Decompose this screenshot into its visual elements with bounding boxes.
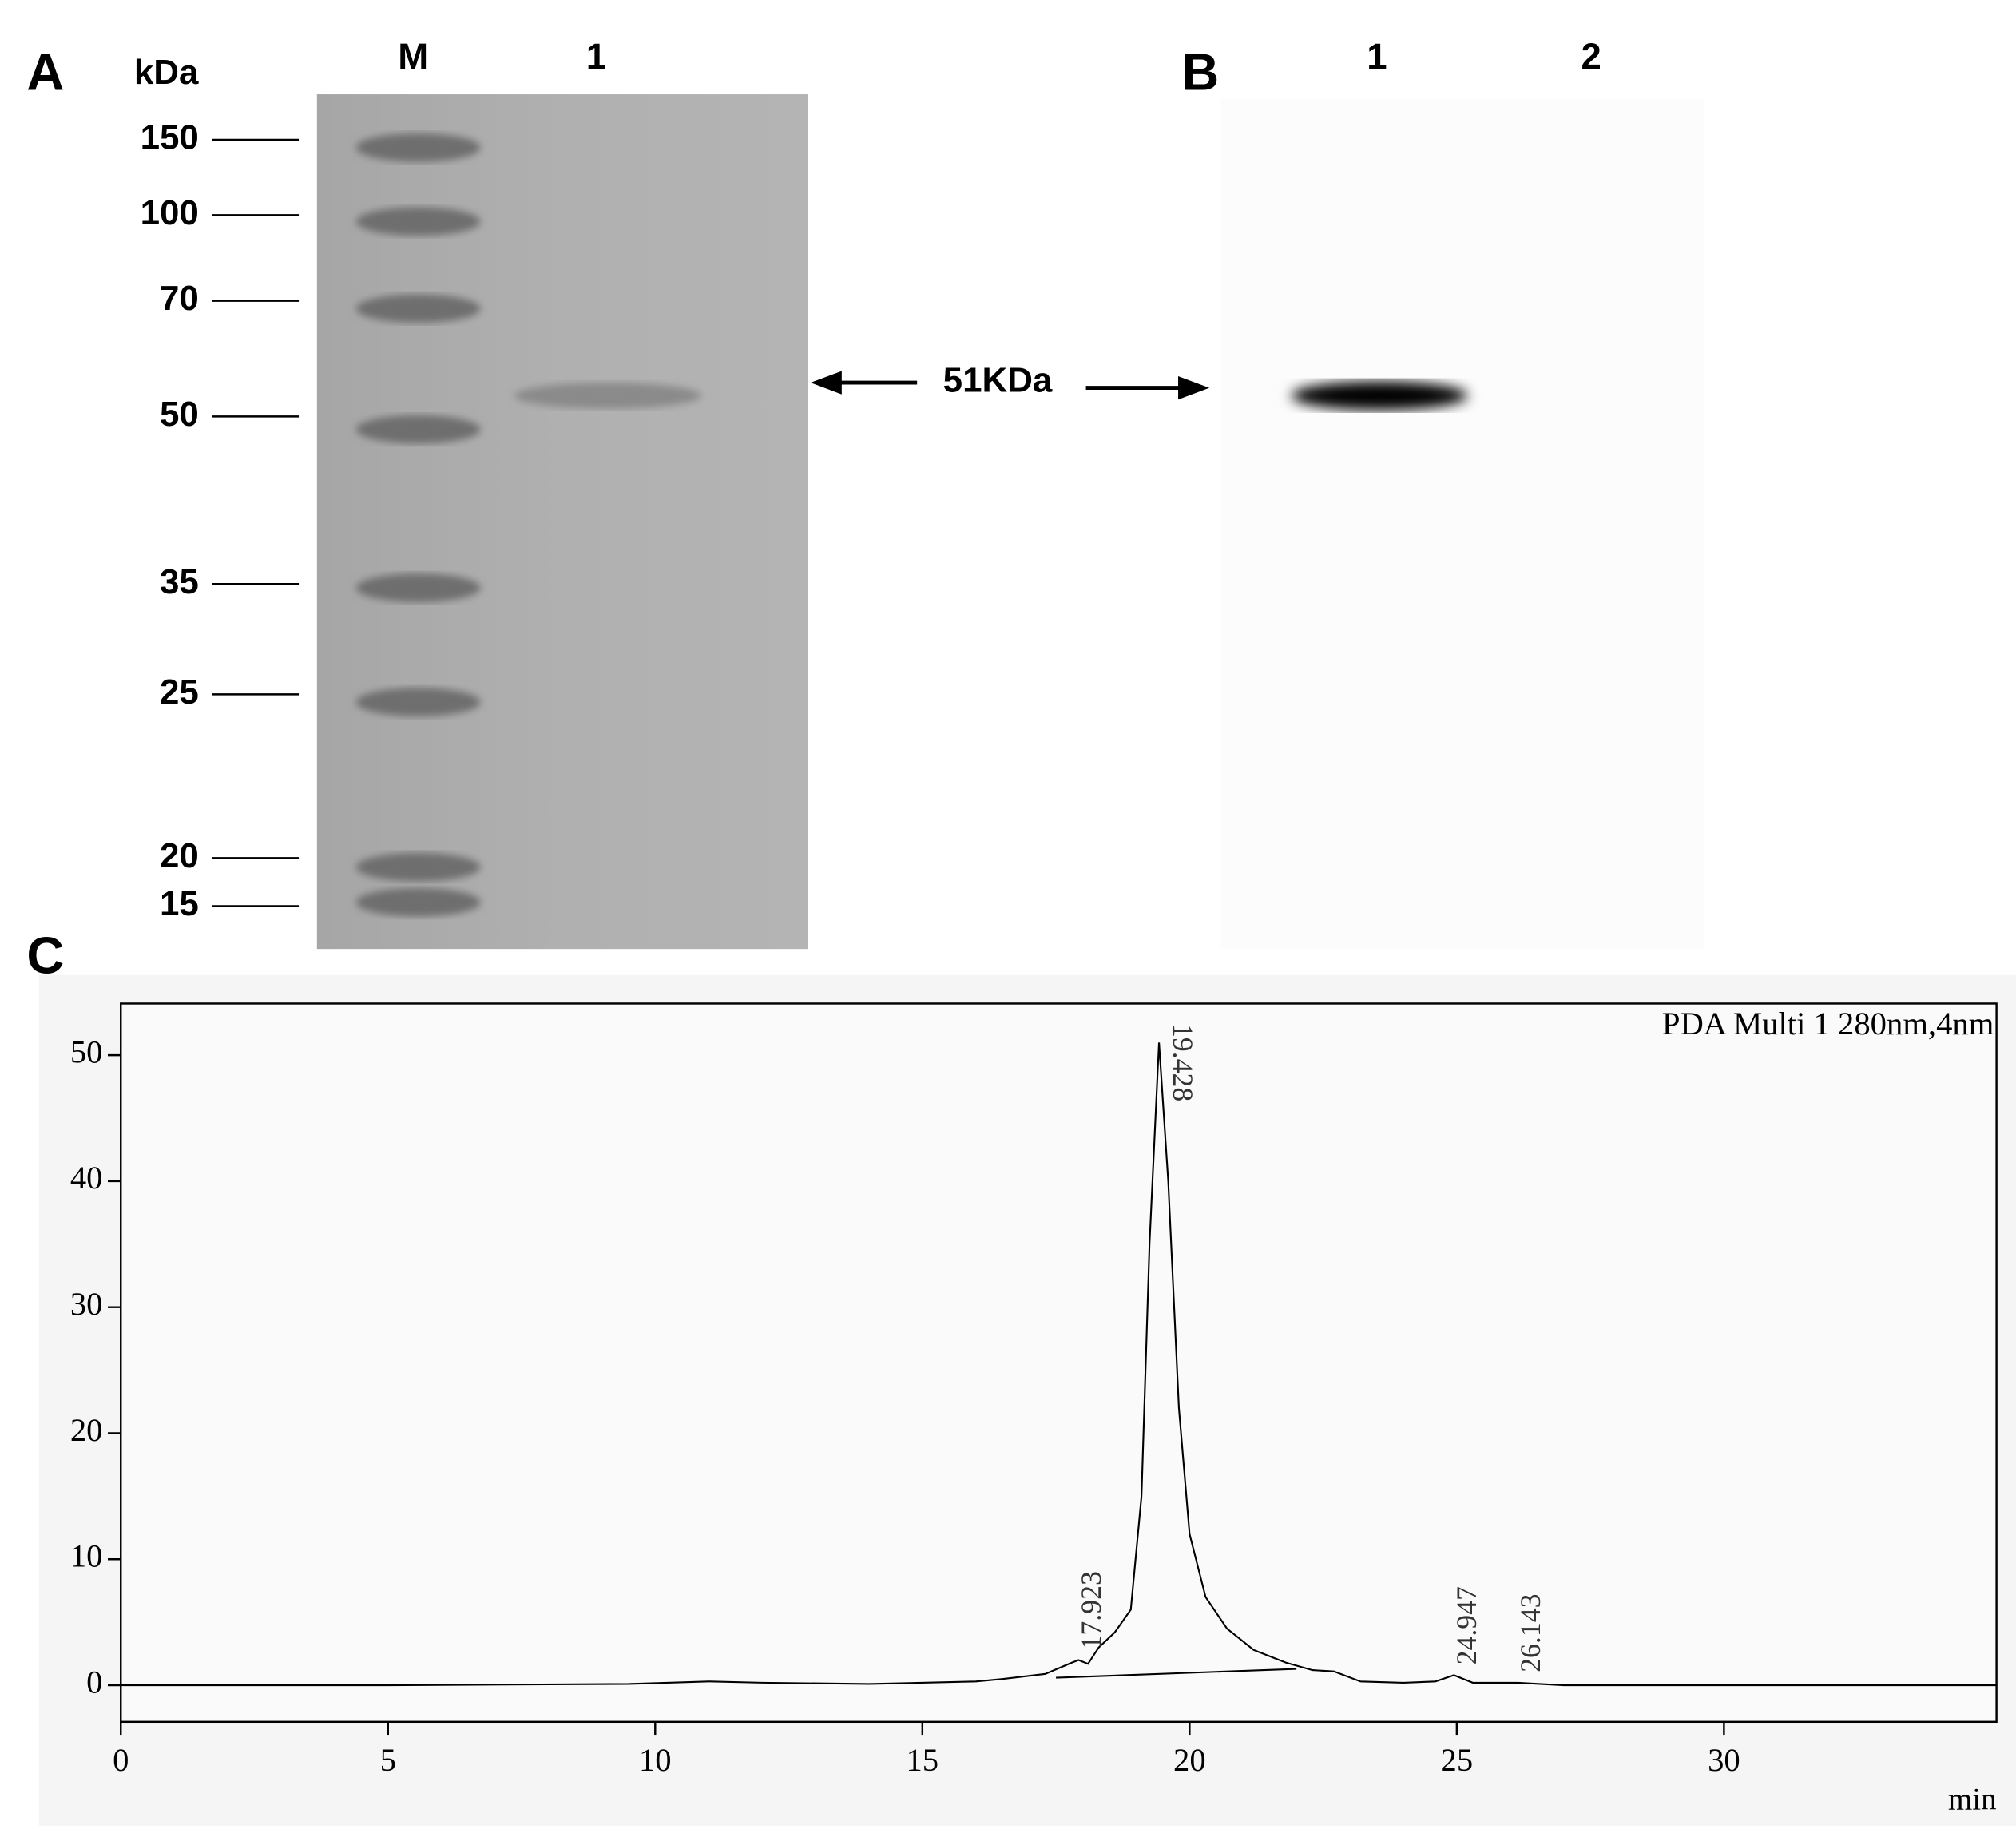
x-tick-label: 5	[380, 1742, 396, 1778]
panel-label: B	[1181, 42, 1219, 101]
ladder-band	[355, 887, 481, 917]
marker-label: 100	[141, 193, 199, 232]
blot	[1220, 97, 1704, 950]
y-tick-label: 10	[70, 1538, 103, 1574]
x-tick-label: 30	[1708, 1742, 1740, 1778]
peak-label: 24.947	[1450, 1586, 1482, 1664]
ladder-band	[355, 207, 481, 236]
peak-label: 17.923	[1075, 1571, 1107, 1649]
plot-area	[120, 1002, 1998, 1724]
marker-label: 20	[160, 836, 199, 875]
lane-label: 1	[1367, 36, 1387, 77]
marker-label: 70	[160, 279, 199, 318]
marker-label: 15	[160, 884, 199, 923]
ladder-band	[355, 415, 481, 444]
marker-label: 50	[160, 395, 199, 434]
x-tick-label: 15	[906, 1742, 939, 1778]
arrowhead	[810, 371, 842, 395]
arrowhead	[1178, 375, 1210, 400]
panel-label: C	[26, 926, 64, 984]
lane-label: 1	[586, 36, 606, 77]
gel-band	[514, 383, 702, 409]
y-tick-label: 0	[86, 1664, 102, 1700]
unit-label: kDa	[134, 53, 199, 92]
ladder-band	[355, 852, 481, 882]
peak-label: 19.428	[1167, 1023, 1199, 1101]
y-tick-label: 50	[70, 1034, 103, 1069]
lane-label: 2	[1581, 36, 1601, 77]
ladder-band	[355, 294, 481, 323]
band-label: 51KDa	[943, 361, 1053, 400]
ladder-band	[355, 573, 481, 602]
y-tick-label: 20	[70, 1412, 103, 1448]
line-series	[1056, 1668, 1297, 1679]
x-tick-label: 10	[639, 1742, 672, 1778]
peak-label: 26.143	[1514, 1594, 1546, 1672]
y-tick-label: 40	[70, 1160, 103, 1196]
marker-label: 150	[141, 118, 199, 157]
chart: 0 5 10 15 20 25 30 0 10 20 30 40 50 17.923 19.428 24.94…	[70, 1023, 1997, 1778]
ladder-band	[355, 133, 481, 162]
x-axis-label: min	[1948, 1783, 1997, 1817]
ladder-band	[355, 688, 481, 717]
blot-band	[1291, 381, 1468, 411]
x-tick-label: 20	[1173, 1742, 1206, 1778]
y-tick-label: 30	[70, 1286, 103, 1322]
x-tick-label: 0	[113, 1742, 129, 1778]
marker-label: 35	[160, 562, 199, 601]
annotation: PDA Multi 1 280nm,4nm	[1662, 1006, 1994, 1041]
line-series	[121, 1042, 1997, 1687]
marker-label: 25	[160, 672, 199, 712]
x-tick-label: 25	[1441, 1742, 1474, 1778]
ladder: 150 100 70 50 35 25 20 15	[141, 118, 481, 923]
lane-label: M	[398, 36, 428, 77]
panel-label: A	[26, 42, 64, 101]
gel	[316, 94, 808, 950]
